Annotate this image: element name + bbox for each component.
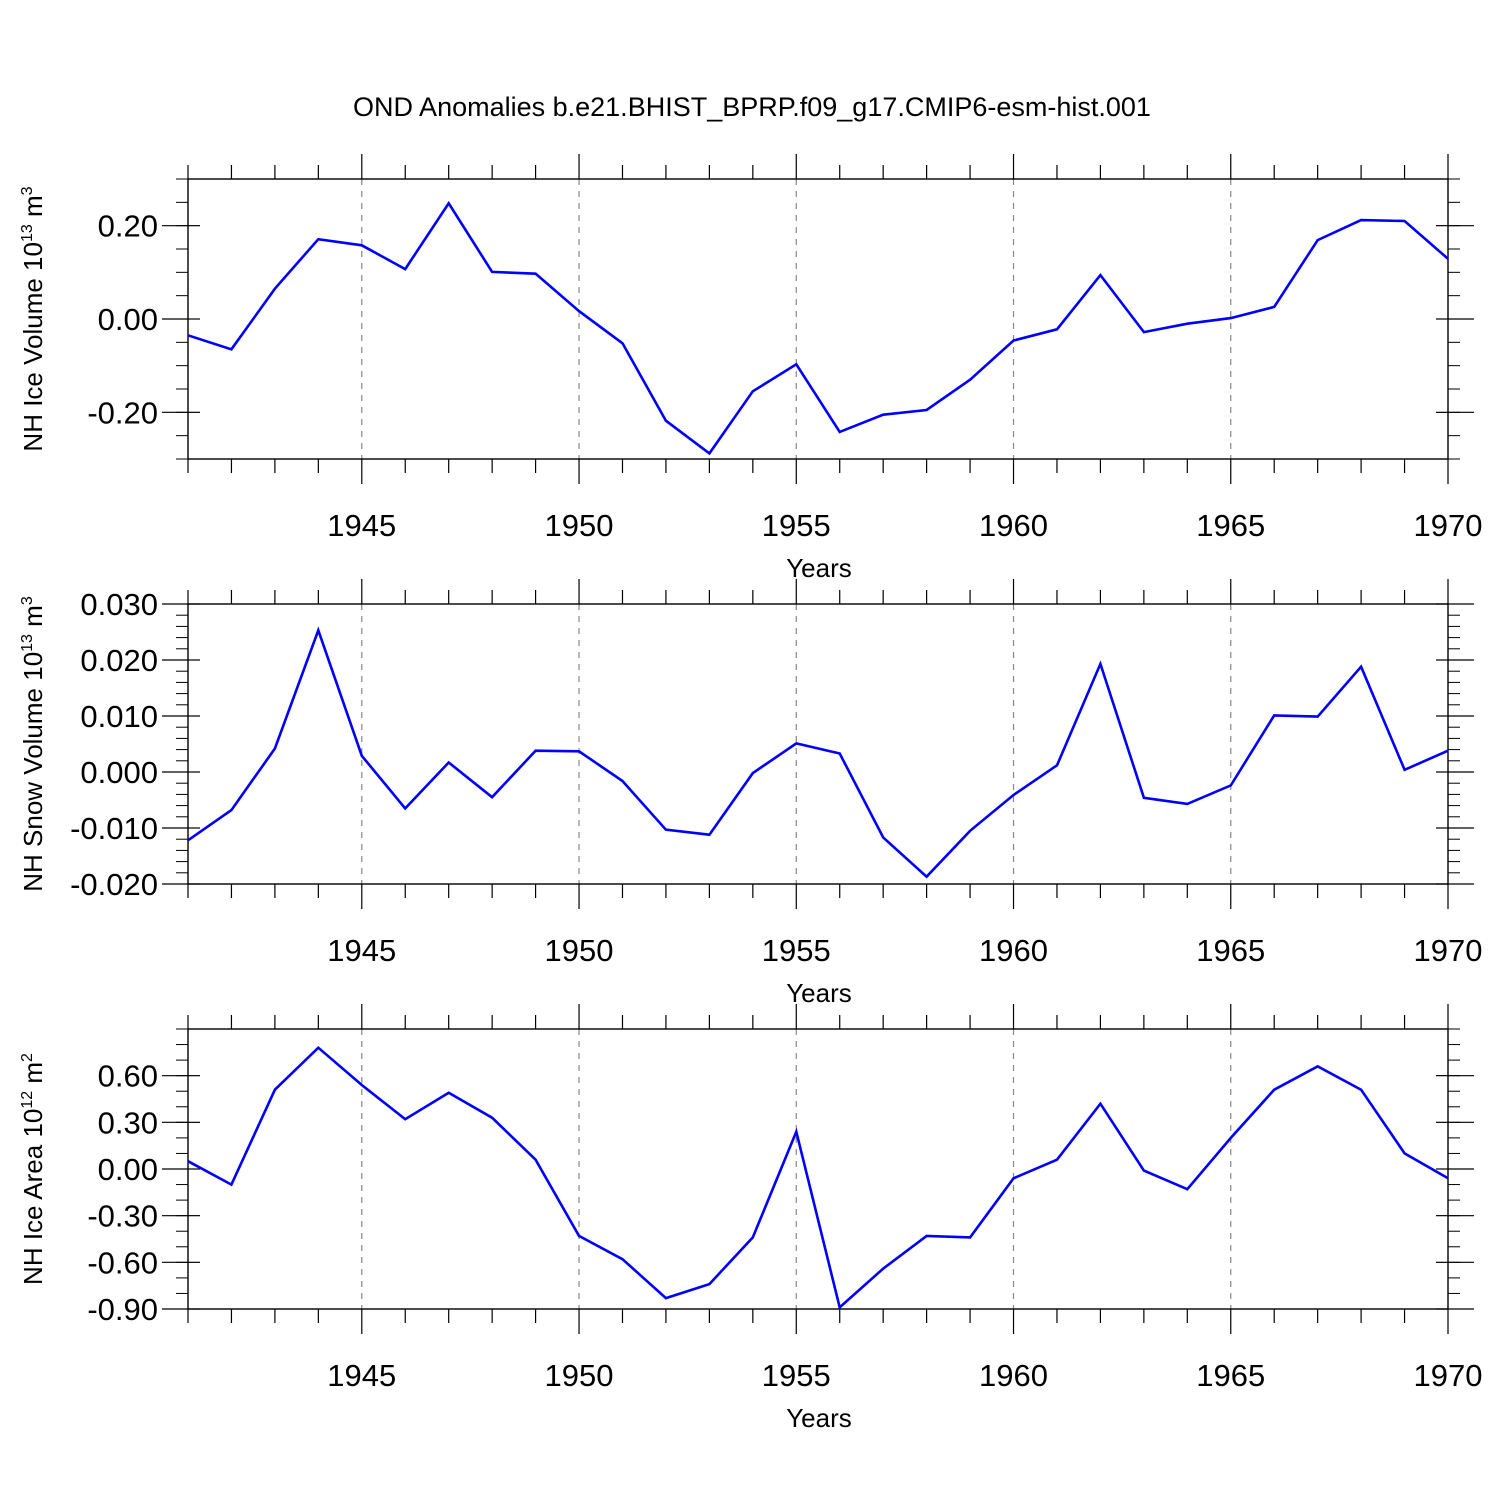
y-tick-label: 0.020 (80, 643, 158, 678)
x-axis-label: Years (786, 978, 852, 1008)
panel-1: 0.20 0.00 -0.20 1945 1950 1955 1960 1965 1970 Yea… (18, 154, 1482, 583)
x-tick-label: 1960 (979, 1358, 1048, 1393)
x-tick-label: 1970 (1414, 1358, 1483, 1393)
y-tick-label: 0.000 (80, 755, 158, 790)
x-tick-label: 1945 (327, 1358, 396, 1393)
y-tick-label: -0.90 (87, 1292, 158, 1327)
chart-panels: 0.20 0.00 -0.20 1945 1950 1955 1960 1965 1970 Yea… (18, 154, 1482, 1433)
y-tick-label: 0.010 (80, 699, 158, 734)
y-tick-label: 0.60 (98, 1059, 158, 1094)
x-tick-label: 1945 (327, 508, 396, 543)
series-line (187, 626, 1449, 879)
chart-title: OND Anomalies b.e21.BHIST_BPRP.f09_g17.C… (353, 92, 1151, 122)
plot-frame (187, 603, 1449, 885)
y-tick-label: -0.30 (87, 1199, 158, 1234)
y-tick-label: -0.020 (70, 867, 158, 902)
x-tick-label: 1950 (545, 933, 614, 968)
y-tick-label: -0.010 (70, 811, 158, 846)
x-tick-label: 1945 (327, 933, 396, 968)
x-tick-label: 1955 (762, 508, 831, 543)
x-tick-label: 1955 (762, 1358, 831, 1393)
y-tick-label: 0.30 (98, 1105, 158, 1140)
y-tick-label: -0.20 (87, 395, 158, 430)
x-tick-label: 1950 (545, 508, 614, 543)
x-tick-label: 1965 (1196, 1358, 1265, 1393)
x-tick-label: 1970 (1414, 933, 1483, 968)
x-tick-label: 1960 (979, 508, 1048, 543)
plot-frame (187, 178, 1449, 460)
y-axis-label: NH Snow Volume 1013 m3 (18, 596, 48, 892)
plot-frame (187, 1028, 1449, 1310)
y-axis-label: NH Ice Volume 1013 m3 (18, 186, 48, 451)
series-line (187, 200, 1449, 456)
x-tick-label: 1970 (1414, 508, 1483, 543)
series-line (187, 1045, 1449, 1310)
x-tick-label: 1950 (545, 1358, 614, 1393)
x-axis-label: Years (786, 1403, 852, 1433)
panel-3: 0.60 0.30 0.00 -0.30 -0.60 -0.90 1945 1950 1955 1… (18, 1004, 1482, 1433)
x-tick-label: 1960 (979, 933, 1048, 968)
y-tick-label: 0.20 (98, 209, 158, 244)
x-axis-label: Years (786, 553, 852, 583)
y-tick-label: 0.00 (98, 1152, 158, 1187)
x-tick-label: 1965 (1196, 933, 1265, 968)
y-axis-label: NH Ice Area 1012 m2 (18, 1053, 48, 1285)
y-tick-label: 0.00 (98, 302, 158, 337)
panel-2: 0.030 0.020 0.010 0.000 -0.010 -0.020 1945 1950… (18, 579, 1482, 1008)
y-tick-label: -0.60 (87, 1245, 158, 1280)
x-tick-label: 1965 (1196, 508, 1265, 543)
y-tick-label: 0.030 (80, 587, 158, 622)
x-tick-label: 1955 (762, 933, 831, 968)
